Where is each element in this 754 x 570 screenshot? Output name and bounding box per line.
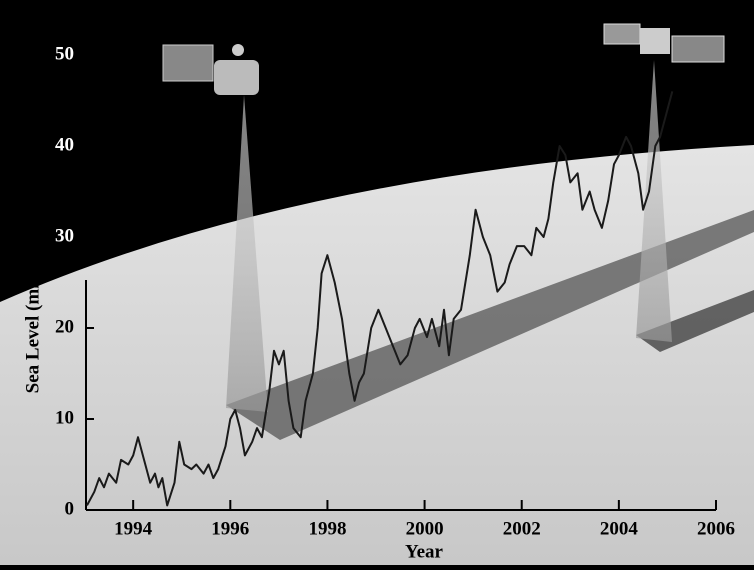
x-tick-label: 1994 <box>114 518 153 539</box>
x-tick-label: 2004 <box>600 518 639 539</box>
x-tick-label: 2006 <box>697 518 735 539</box>
chart: Sea Level (mm) Year 0 10 20 30 40 50 1994 1996 1… <box>0 0 754 565</box>
x-axis-title: Year <box>405 541 444 562</box>
y-tick-label: 30 <box>55 225 74 246</box>
y-tick-label: 0 <box>65 498 75 519</box>
x-tick-label: 2002 <box>503 518 541 539</box>
x-tick-label: 2000 <box>406 518 444 539</box>
y-tick-label: 10 <box>55 407 74 428</box>
x-tick-label: 1996 <box>211 518 249 539</box>
y-axis-title: Sea Level (mm) <box>22 267 43 394</box>
y-tick-label: 40 <box>55 134 74 155</box>
y-tick-label: 50 <box>55 43 74 64</box>
y-tick-label: 20 <box>55 316 74 337</box>
x-tick-label: 1998 <box>308 518 346 539</box>
